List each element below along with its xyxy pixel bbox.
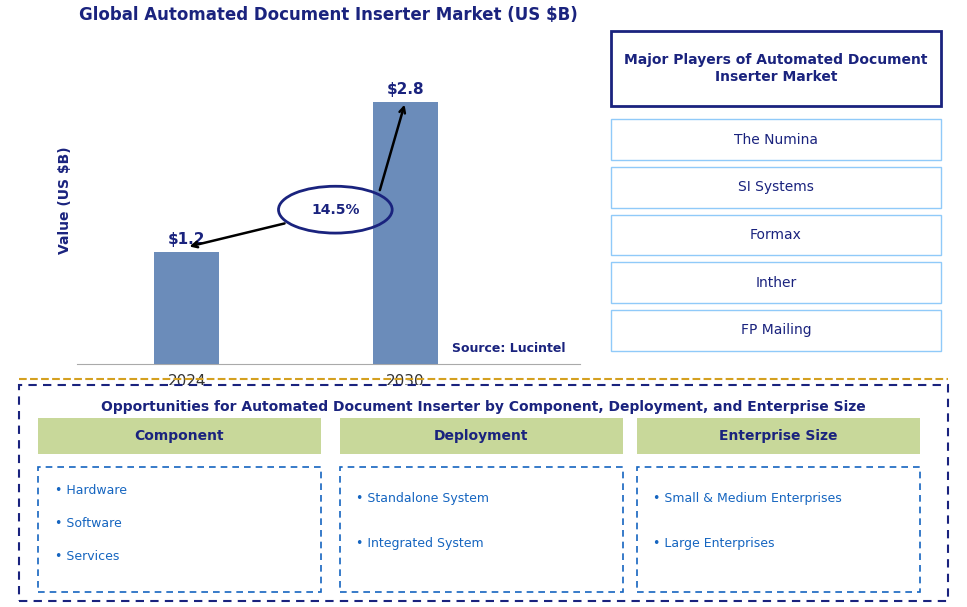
Text: • Integrated System: • Integrated System [356, 537, 484, 550]
Text: • Software: • Software [54, 517, 122, 530]
Bar [154, 252, 220, 364]
Bar [372, 102, 438, 364]
FancyBboxPatch shape [38, 467, 321, 592]
Y-axis label: Value (US $B): Value (US $B) [58, 146, 72, 254]
Text: The Numina: The Numina [734, 133, 818, 147]
Text: Inther: Inther [755, 276, 797, 290]
Text: • Standalone System: • Standalone System [356, 492, 489, 505]
FancyBboxPatch shape [38, 418, 321, 455]
Text: • Large Enterprises: • Large Enterprises [654, 537, 775, 550]
FancyBboxPatch shape [636, 467, 920, 592]
Text: • Hardware: • Hardware [54, 484, 127, 497]
FancyBboxPatch shape [339, 467, 623, 592]
Text: • Small & Medium Enterprises: • Small & Medium Enterprises [654, 492, 842, 505]
Text: Major Players of Automated Document
Inserter Market: Major Players of Automated Document Inse… [625, 53, 927, 84]
Text: Enterprise Size: Enterprise Size [719, 429, 837, 443]
FancyBboxPatch shape [19, 385, 948, 601]
Text: 14.5%: 14.5% [311, 203, 360, 217]
Text: • Services: • Services [54, 549, 119, 563]
Text: $2.8: $2.8 [387, 83, 425, 97]
FancyBboxPatch shape [611, 262, 941, 303]
FancyBboxPatch shape [611, 167, 941, 208]
Text: Source: Lucintel: Source: Lucintel [453, 342, 566, 355]
Text: Deployment: Deployment [434, 429, 528, 443]
FancyBboxPatch shape [611, 120, 941, 160]
FancyBboxPatch shape [611, 310, 941, 351]
Text: Formax: Formax [750, 228, 802, 242]
FancyBboxPatch shape [611, 31, 941, 106]
Text: Component: Component [134, 429, 224, 443]
Text: SI Systems: SI Systems [738, 180, 814, 194]
Text: $1.2: $1.2 [168, 232, 205, 247]
FancyBboxPatch shape [339, 418, 623, 455]
Text: Opportunities for Automated Document Inserter by Component, Deployment, and Ente: Opportunities for Automated Document Ins… [102, 400, 865, 414]
Text: FP Mailing: FP Mailing [741, 323, 811, 337]
FancyBboxPatch shape [636, 418, 920, 455]
Title: Global Automated Document Inserter Market (US $B): Global Automated Document Inserter Marke… [79, 5, 578, 24]
FancyBboxPatch shape [611, 215, 941, 256]
